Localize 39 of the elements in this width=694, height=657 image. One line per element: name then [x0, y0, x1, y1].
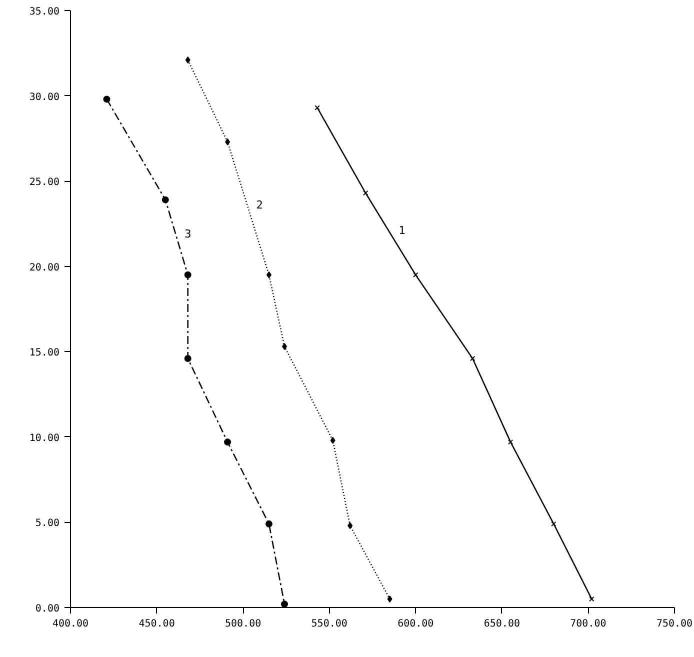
y-tick-label: 25.00 — [29, 177, 60, 188]
y-tick-label: 35.00 — [29, 6, 60, 18]
point — [330, 436, 336, 444]
point — [387, 595, 392, 602]
x-tick-label: 550.00 — [311, 618, 348, 630]
point — [225, 138, 230, 146]
x-tick-label: 600.00 — [398, 618, 434, 630]
point — [265, 520, 272, 528]
point — [162, 196, 169, 204]
x-tick-label: 750.00 — [656, 618, 693, 630]
point — [185, 56, 190, 64]
point — [280, 600, 288, 608]
y-tick-label: 30.00 — [29, 92, 60, 103]
point — [282, 343, 287, 350]
point — [266, 271, 272, 278]
series-label: 2 — [256, 198, 263, 212]
point — [470, 356, 476, 362]
y-tick-label: 5.00 — [35, 518, 60, 530]
point — [362, 190, 368, 196]
point — [348, 522, 353, 530]
point — [184, 271, 192, 278]
point — [413, 272, 418, 278]
x-tick-label: 450.00 — [138, 618, 175, 630]
series-label: 1 — [398, 224, 406, 237]
x-tick-label: 500.00 — [225, 618, 262, 630]
point — [103, 96, 110, 103]
y-tick-label: 0.00 — [35, 604, 60, 614]
point — [508, 439, 514, 445]
x-tick-label: 400.00 — [52, 618, 89, 630]
x-tick-label: 700.00 — [570, 618, 606, 630]
y-tick-label: 20.00 — [29, 262, 60, 274]
point — [589, 596, 594, 602]
point — [551, 521, 556, 527]
point — [224, 438, 232, 446]
series-label: 3 — [184, 227, 192, 240]
x-tick-label: 650.00 — [484, 618, 520, 630]
y-tick-label: 15.00 — [29, 348, 60, 359]
point — [184, 354, 192, 362]
y-tick-label: 10.00 — [29, 432, 60, 444]
